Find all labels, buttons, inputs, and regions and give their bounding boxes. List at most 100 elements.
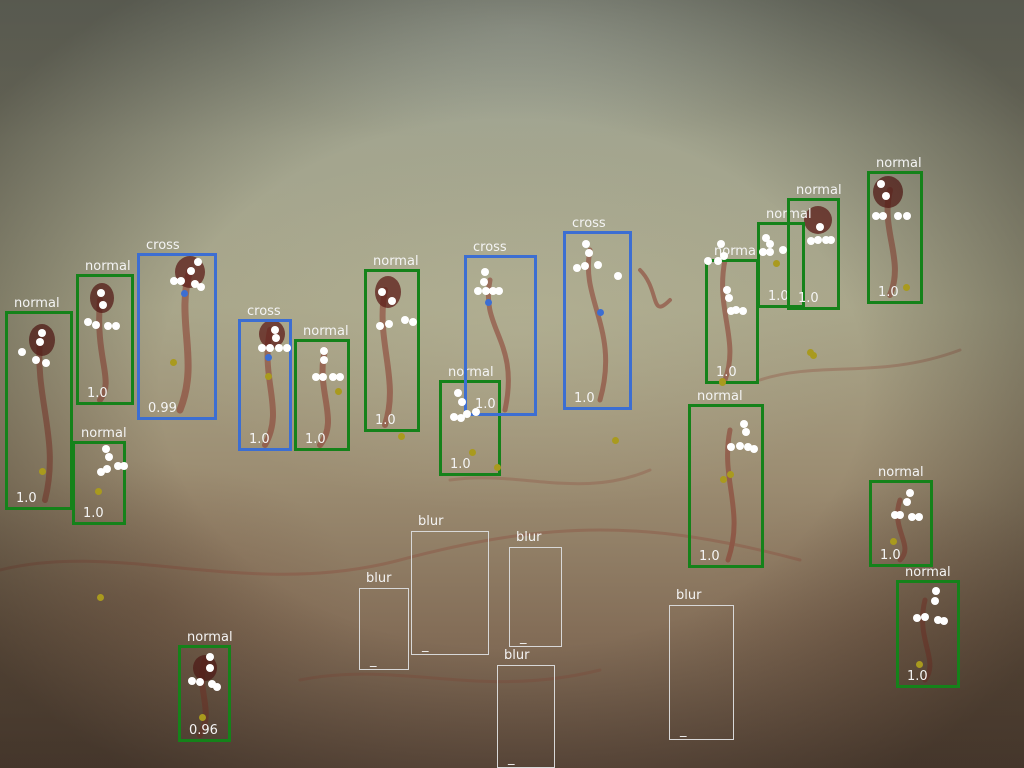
keypoint-marker <box>275 344 283 352</box>
keypoint-marker <box>114 462 122 470</box>
keypoint-marker <box>38 329 46 337</box>
keypoint-marker <box>320 356 328 364</box>
keypoint-marker <box>594 261 602 269</box>
detection-label: normal <box>303 324 349 339</box>
base-point-marker <box>199 714 206 721</box>
keypoint-marker <box>36 338 44 346</box>
detection-score: 1.0 <box>83 506 104 521</box>
detection-score: 1.0 <box>450 457 471 472</box>
detection-score: _ <box>680 723 687 738</box>
normal-capillary-box: normal 1.0 <box>76 260 134 405</box>
keypoint-marker <box>489 287 497 295</box>
keypoint-marker <box>740 420 748 428</box>
detection-score: 1.0 <box>87 386 108 401</box>
keypoint-marker <box>92 321 100 329</box>
detection-score: 1.0 <box>475 397 496 412</box>
keypoint-marker <box>714 257 722 265</box>
center-point-marker <box>181 290 188 297</box>
detection-score: 1.0 <box>878 285 899 300</box>
keypoint-marker <box>472 408 480 416</box>
keypoint-marker <box>908 513 916 521</box>
cross-capillary-box: cross 0.99 <box>137 239 217 420</box>
base-point-marker <box>39 468 46 475</box>
detection-label: normal <box>878 465 924 480</box>
base-point-marker <box>916 661 923 668</box>
keypoint-marker <box>320 347 328 355</box>
normal-capillary-box: normal 1.0 <box>896 566 960 688</box>
detection-label: normal <box>187 630 233 645</box>
detection-score: _ <box>508 751 515 766</box>
keypoint-marker <box>750 445 758 453</box>
detection-label: blur <box>516 530 542 545</box>
keypoint-marker <box>766 248 774 256</box>
keypoint-marker <box>727 307 735 315</box>
keypoint-marker <box>474 287 482 295</box>
keypoint-marker <box>42 359 50 367</box>
normal-capillary-box: normal 1.0 <box>705 245 760 384</box>
base-point-marker <box>612 437 619 444</box>
keypoint-marker <box>112 322 120 330</box>
center-point-marker <box>265 354 272 361</box>
base-point-marker <box>903 284 910 291</box>
detection-score: 1.0 <box>907 669 928 684</box>
keypoint-marker <box>934 616 942 624</box>
keypoint-marker <box>388 297 396 305</box>
base-point-marker <box>265 373 272 380</box>
keypoint-marker <box>766 240 774 248</box>
keypoint-marker <box>271 326 279 334</box>
detection-label: normal <box>796 183 842 198</box>
base-point-marker <box>773 260 780 267</box>
keypoint-marker <box>891 511 899 519</box>
keypoint-marker <box>84 318 92 326</box>
cross-capillary-box: cross 1.0 <box>464 241 537 416</box>
detection-label: normal <box>876 156 922 171</box>
keypoint-marker <box>104 322 112 330</box>
base-point-marker <box>807 349 814 356</box>
normal-capillary-box: normal 1.0 <box>364 255 420 432</box>
keypoint-marker <box>208 680 216 688</box>
keypoint-marker <box>319 373 327 381</box>
detection-score: 1.0 <box>574 391 595 406</box>
base-point-marker <box>890 538 897 545</box>
keypoint-marker <box>822 236 830 244</box>
base-point-marker <box>398 433 405 440</box>
keypoint-marker <box>906 489 914 497</box>
keypoint-marker <box>582 240 590 248</box>
keypoint-marker <box>105 453 113 461</box>
keypoint-marker <box>736 442 744 450</box>
keypoint-marker <box>458 398 466 406</box>
detection-label: cross <box>572 216 606 231</box>
base-point-marker <box>727 471 734 478</box>
keypoint-marker <box>409 318 417 326</box>
base-point-marker <box>97 594 104 601</box>
keypoint-marker <box>206 653 214 661</box>
base-point-marker <box>95 488 102 495</box>
keypoint-marker <box>480 278 488 286</box>
keypoint-marker <box>581 262 589 270</box>
keypoint-marker <box>915 513 923 521</box>
normal-capillary-box: normal 1.0 <box>688 390 764 568</box>
detection-score: _ <box>422 638 429 653</box>
detection-label: blur <box>676 588 702 603</box>
detection-score: 0.99 <box>148 401 177 416</box>
center-point-marker <box>485 299 492 306</box>
keypoint-marker <box>266 344 274 352</box>
keypoint-marker <box>913 614 921 622</box>
detection-label: cross <box>146 238 180 253</box>
blur-capillary-box: blur _ <box>497 649 555 768</box>
keypoint-marker <box>196 678 204 686</box>
keypoint-marker <box>725 294 733 302</box>
keypoint-marker <box>903 212 911 220</box>
detection-label: normal <box>373 254 419 269</box>
keypoint-marker <box>385 320 393 328</box>
detection-score: 1.0 <box>16 491 37 506</box>
keypoint-marker <box>170 277 178 285</box>
normal-capillary-box: normal 1.0 <box>869 466 933 567</box>
normal-capillary-box: normal 1.0 <box>757 208 812 308</box>
detection-score: 1.0 <box>716 365 737 380</box>
keypoint-marker <box>814 236 822 244</box>
cross-capillary-box: cross 1.0 <box>238 305 292 451</box>
keypoint-marker <box>921 613 929 621</box>
keypoint-marker <box>882 192 890 200</box>
